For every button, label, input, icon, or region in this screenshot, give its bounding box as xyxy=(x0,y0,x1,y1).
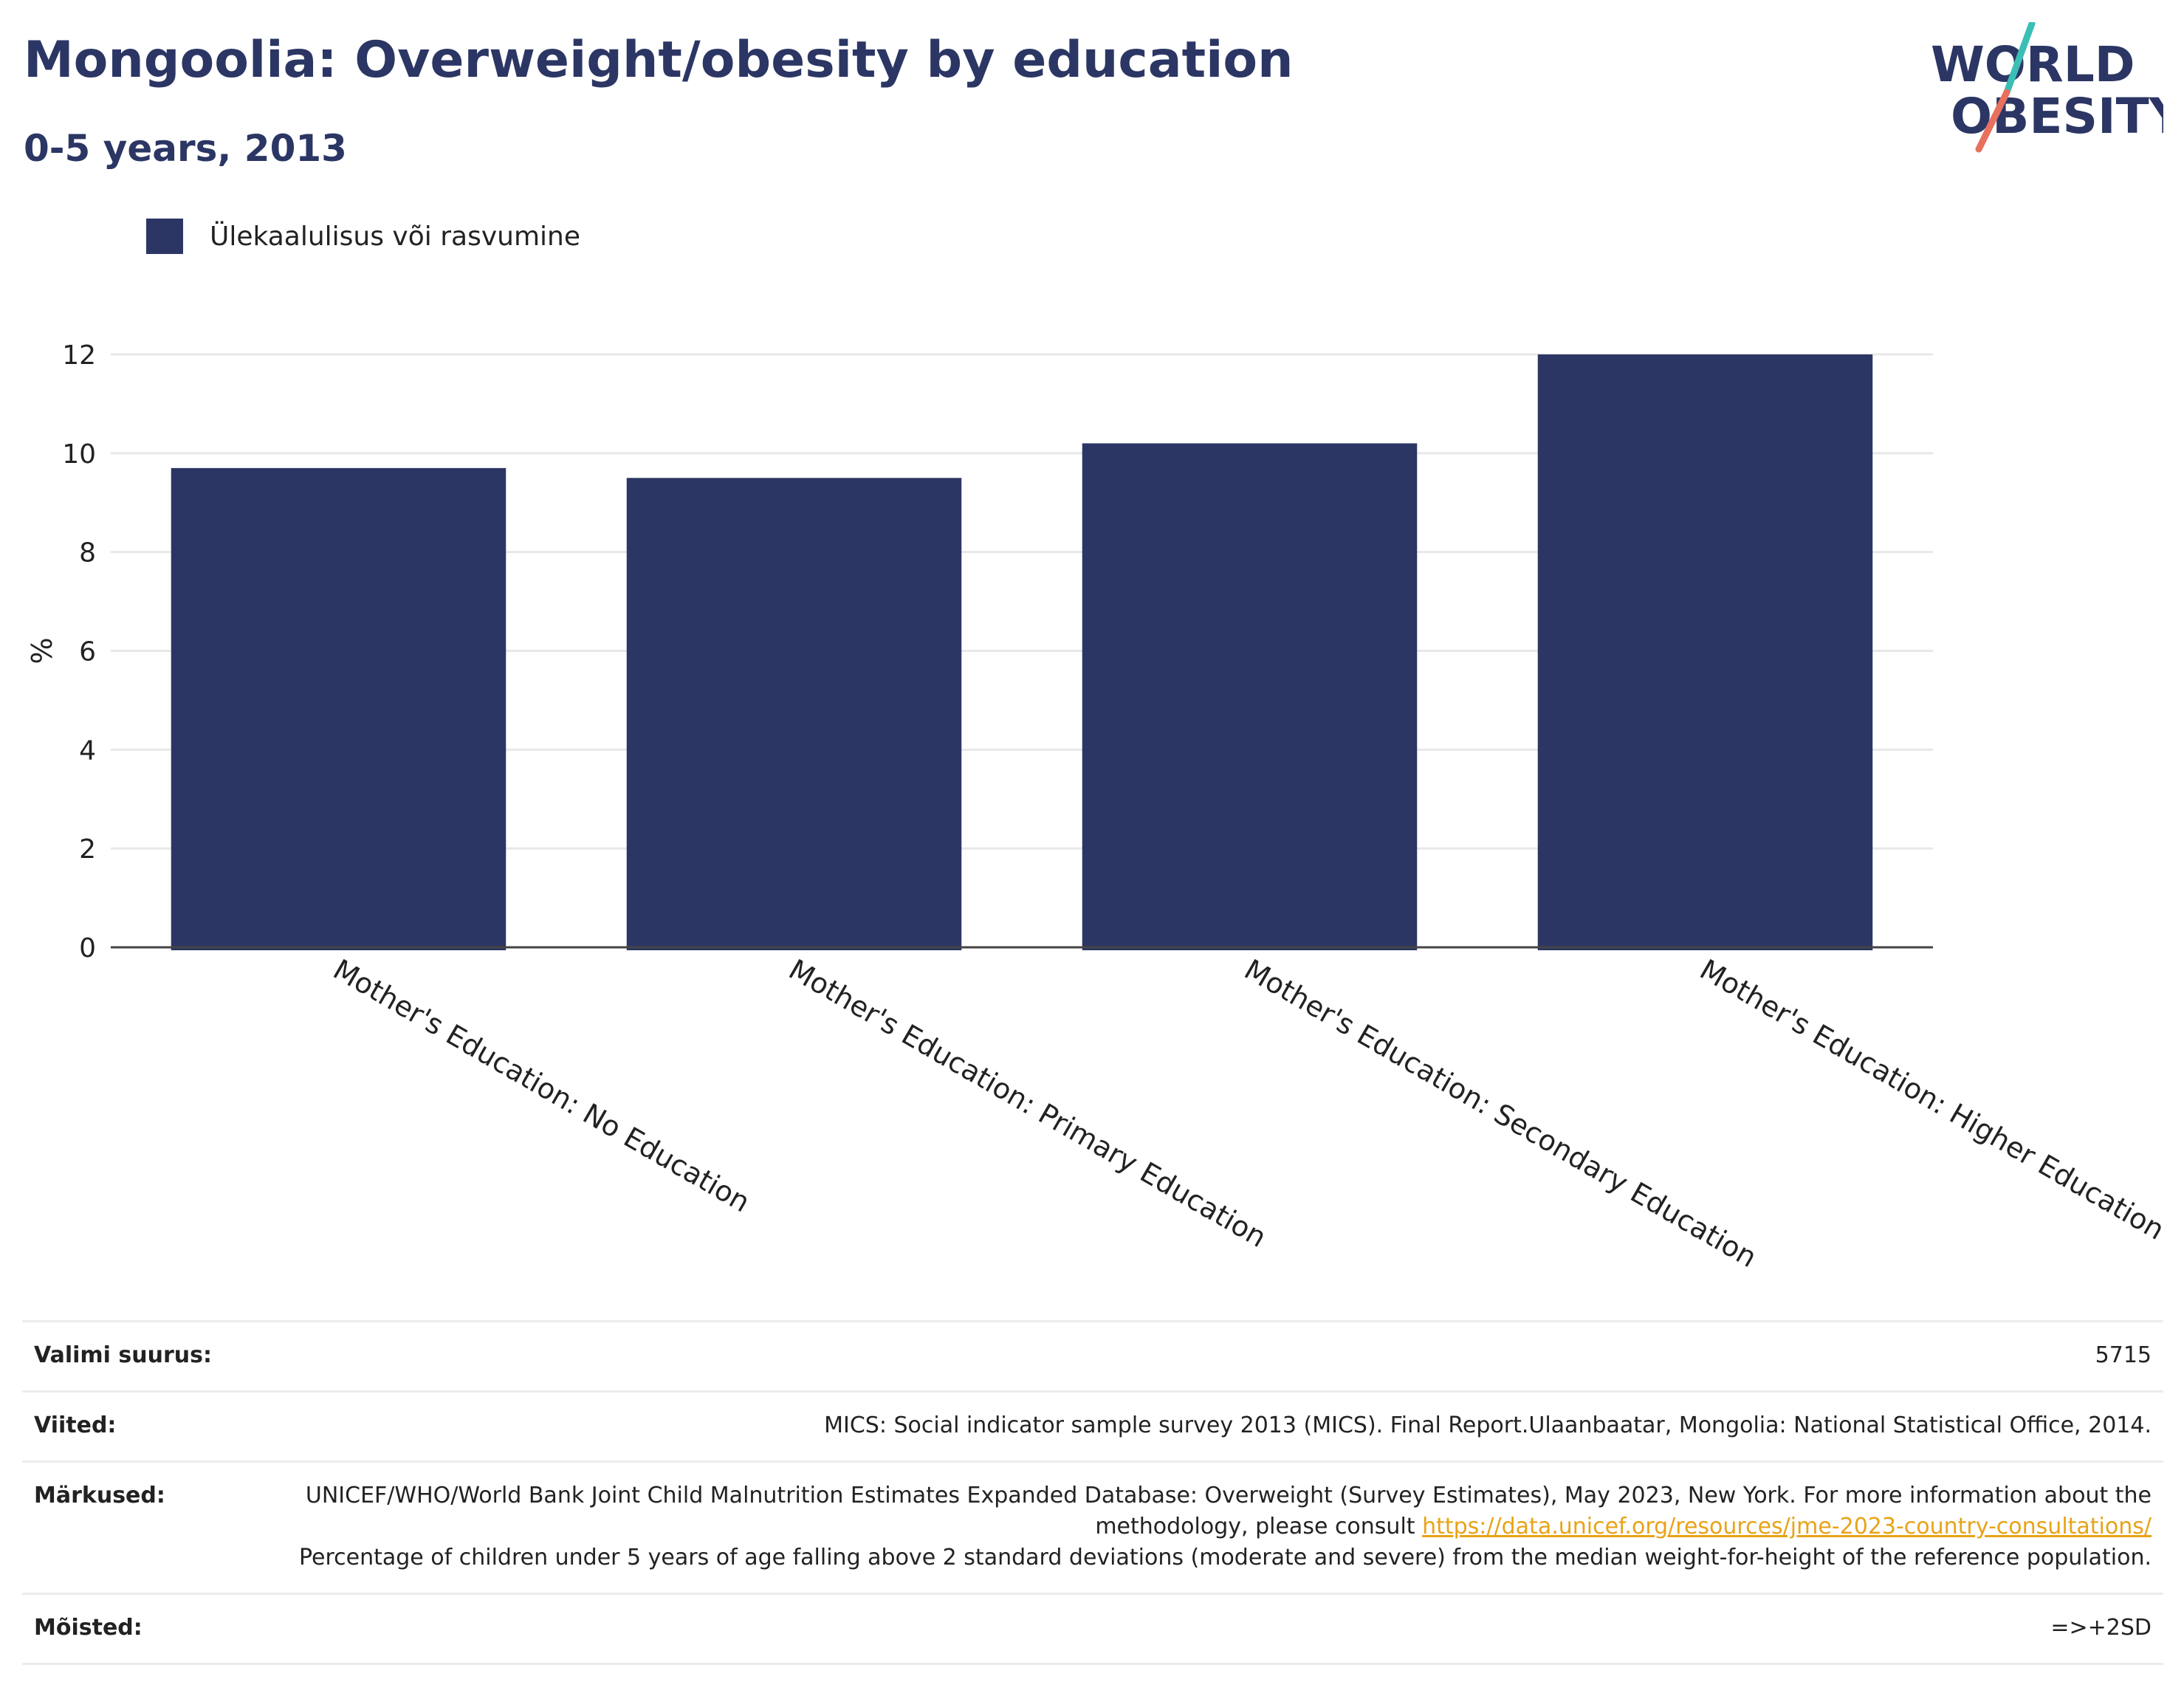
y-tick-label: 6 xyxy=(79,637,96,667)
chart-legend[interactable]: Ülekaalulisus või rasvumine xyxy=(146,219,580,254)
bar-4 xyxy=(1537,354,1873,950)
info-row-references: Viited: MICS: Social indicator sample su… xyxy=(22,1390,2163,1462)
notes-text-2: Percentage of children under 5 years of … xyxy=(298,1545,2152,1570)
page-title: Mongoolia: Overweight/obesity by educati… xyxy=(24,31,1294,89)
logo-text-world: WORLD xyxy=(1931,36,2135,93)
legend-label: Ülekaalulisus või rasvumine xyxy=(210,221,580,252)
info-row-sample-size: Valimi suurus: 5715 xyxy=(22,1320,2163,1392)
notes-value: UNICEF/WHO/World Bank Joint Child Malnut… xyxy=(238,1460,2163,1594)
logo-slash-coral xyxy=(1975,89,2010,153)
y-tick-label: 12 xyxy=(62,340,96,371)
logo-slash-teal xyxy=(2003,22,2036,96)
bar-3 xyxy=(1082,443,1418,950)
y-tick-label: 0 xyxy=(79,933,96,964)
notes-link[interactable]: https://data.unicef.org/resources/jme-20… xyxy=(1422,1514,2152,1539)
definitions-value: =>+2SD xyxy=(238,1593,2163,1665)
bar-1 xyxy=(171,467,506,950)
legend-swatch xyxy=(146,219,183,254)
y-tick-label: 2 xyxy=(79,834,96,865)
y-tick-label: 10 xyxy=(62,439,96,470)
bar-layer xyxy=(171,354,1873,950)
bar-chart: 0 2 4 6 8 10 12 Mother's Education: No Educatio… xyxy=(26,340,2170,1274)
definitions-label: Mõisted: xyxy=(22,1593,238,1665)
sample-size-value: 5715 xyxy=(238,1320,2163,1392)
references-label: Viited: xyxy=(22,1390,238,1462)
bar-2 xyxy=(626,478,962,950)
info-row-notes: Märkused: UNICEF/WHO/World Bank Joint Ch… xyxy=(22,1460,2163,1594)
info-table: Valimi suurus: 5715 Viited: MICS: Social… xyxy=(22,1320,2163,1665)
x-tick-label: Mother's Education: Higher Education xyxy=(1694,953,2170,1246)
y-tick-label: 4 xyxy=(79,735,96,766)
page-subtitle: 0-5 years, 2013 xyxy=(24,127,347,170)
y-tick-label: 8 xyxy=(79,538,96,569)
notes-text-1: UNICEF/WHO/World Bank Joint Child Malnut… xyxy=(305,1483,2152,1539)
references-value: MICS: Social indicator sample survey 201… xyxy=(238,1390,2163,1462)
notes-label: Märkused: xyxy=(22,1460,238,1594)
x-tick-label: Mother's Education: Primary Education xyxy=(783,953,1272,1254)
info-row-definitions: Mõisted: =>+2SD xyxy=(22,1593,2163,1665)
y-axis-label: % xyxy=(26,637,58,664)
x-tick-label: Mother's Education: Secondary Education xyxy=(1239,953,1762,1274)
x-tick-label: Mother's Education: No Education xyxy=(328,953,755,1219)
world-obesity-logo: WORLD OBESITY xyxy=(1931,22,2163,153)
sample-size-label: Valimi suurus: xyxy=(22,1320,238,1392)
